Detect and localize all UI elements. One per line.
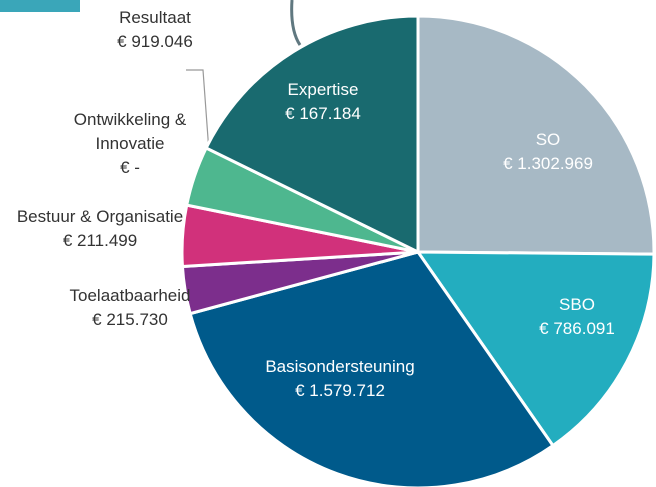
slice-label: SO € 1.302.969: [503, 128, 593, 176]
value-label: € 1.302.969: [503, 154, 593, 173]
slice-label: Bestuur & Organisatie € 211.499: [17, 205, 183, 253]
pie: [180, 14, 656, 487]
header-strip: [0, 0, 80, 12]
value-label: € 211.499: [62, 231, 138, 250]
value-label: € -: [120, 158, 140, 177]
slice-label: Ontwikkeling & Innovatie € -: [65, 108, 195, 180]
value-label: € 1.579.712: [295, 381, 385, 400]
category-label: SBO: [559, 295, 595, 314]
category-label: Expertise: [287, 80, 359, 99]
category-label: Basisondersteuning: [265, 357, 415, 376]
slice-label: Expertise € 167.184: [285, 78, 361, 126]
pie-slice: [416, 14, 656, 256]
pie-slice: [415, 250, 656, 448]
pie-slice: [204, 14, 420, 255]
category-label: Resultaat: [119, 8, 191, 27]
category-label: Toelaatbaarheid: [69, 286, 191, 305]
pie-slice: [188, 250, 556, 487]
category-label: Ontwikkeling & Innovatie: [73, 110, 187, 153]
category-label: SO: [535, 130, 561, 149]
value-label: € 215.730: [92, 310, 168, 329]
value-label: € 167.184: [285, 104, 361, 123]
slice-label: Resultaat € 919.046: [75, 6, 235, 54]
leader-line: [186, 69, 210, 153]
value-label: € 786.091: [539, 319, 615, 338]
slice-label: SBO € 786.091: [539, 293, 615, 341]
slice-label: Basisondersteuning € 1.579.712: [265, 355, 415, 403]
decor-curve: [290, 0, 302, 46]
value-label: € 919.046: [117, 32, 193, 51]
slice-label: Toelaatbaarheid € 215.730: [70, 284, 191, 332]
category-label: Bestuur & Organisatie: [16, 207, 184, 226]
